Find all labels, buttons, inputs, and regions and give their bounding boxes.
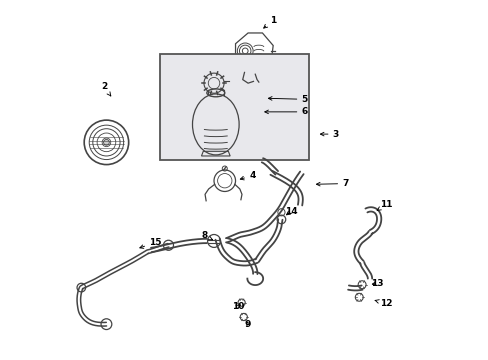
Text: 11: 11: [376, 200, 392, 210]
Text: 10: 10: [231, 302, 244, 311]
Text: 7: 7: [316, 179, 348, 188]
Text: 2: 2: [101, 82, 111, 96]
Text: 12: 12: [374, 299, 392, 308]
Text: 3: 3: [320, 130, 338, 139]
Text: 9: 9: [244, 320, 251, 329]
Text: 4: 4: [240, 171, 255, 180]
Text: 1: 1: [263, 15, 276, 28]
Text: 5: 5: [268, 95, 307, 104]
Text: 8: 8: [201, 231, 212, 240]
Text: 14: 14: [284, 207, 297, 216]
Circle shape: [103, 139, 109, 145]
FancyBboxPatch shape: [160, 54, 308, 160]
Text: 15: 15: [140, 238, 162, 248]
Text: 13: 13: [370, 279, 383, 288]
Text: 6: 6: [264, 107, 307, 116]
